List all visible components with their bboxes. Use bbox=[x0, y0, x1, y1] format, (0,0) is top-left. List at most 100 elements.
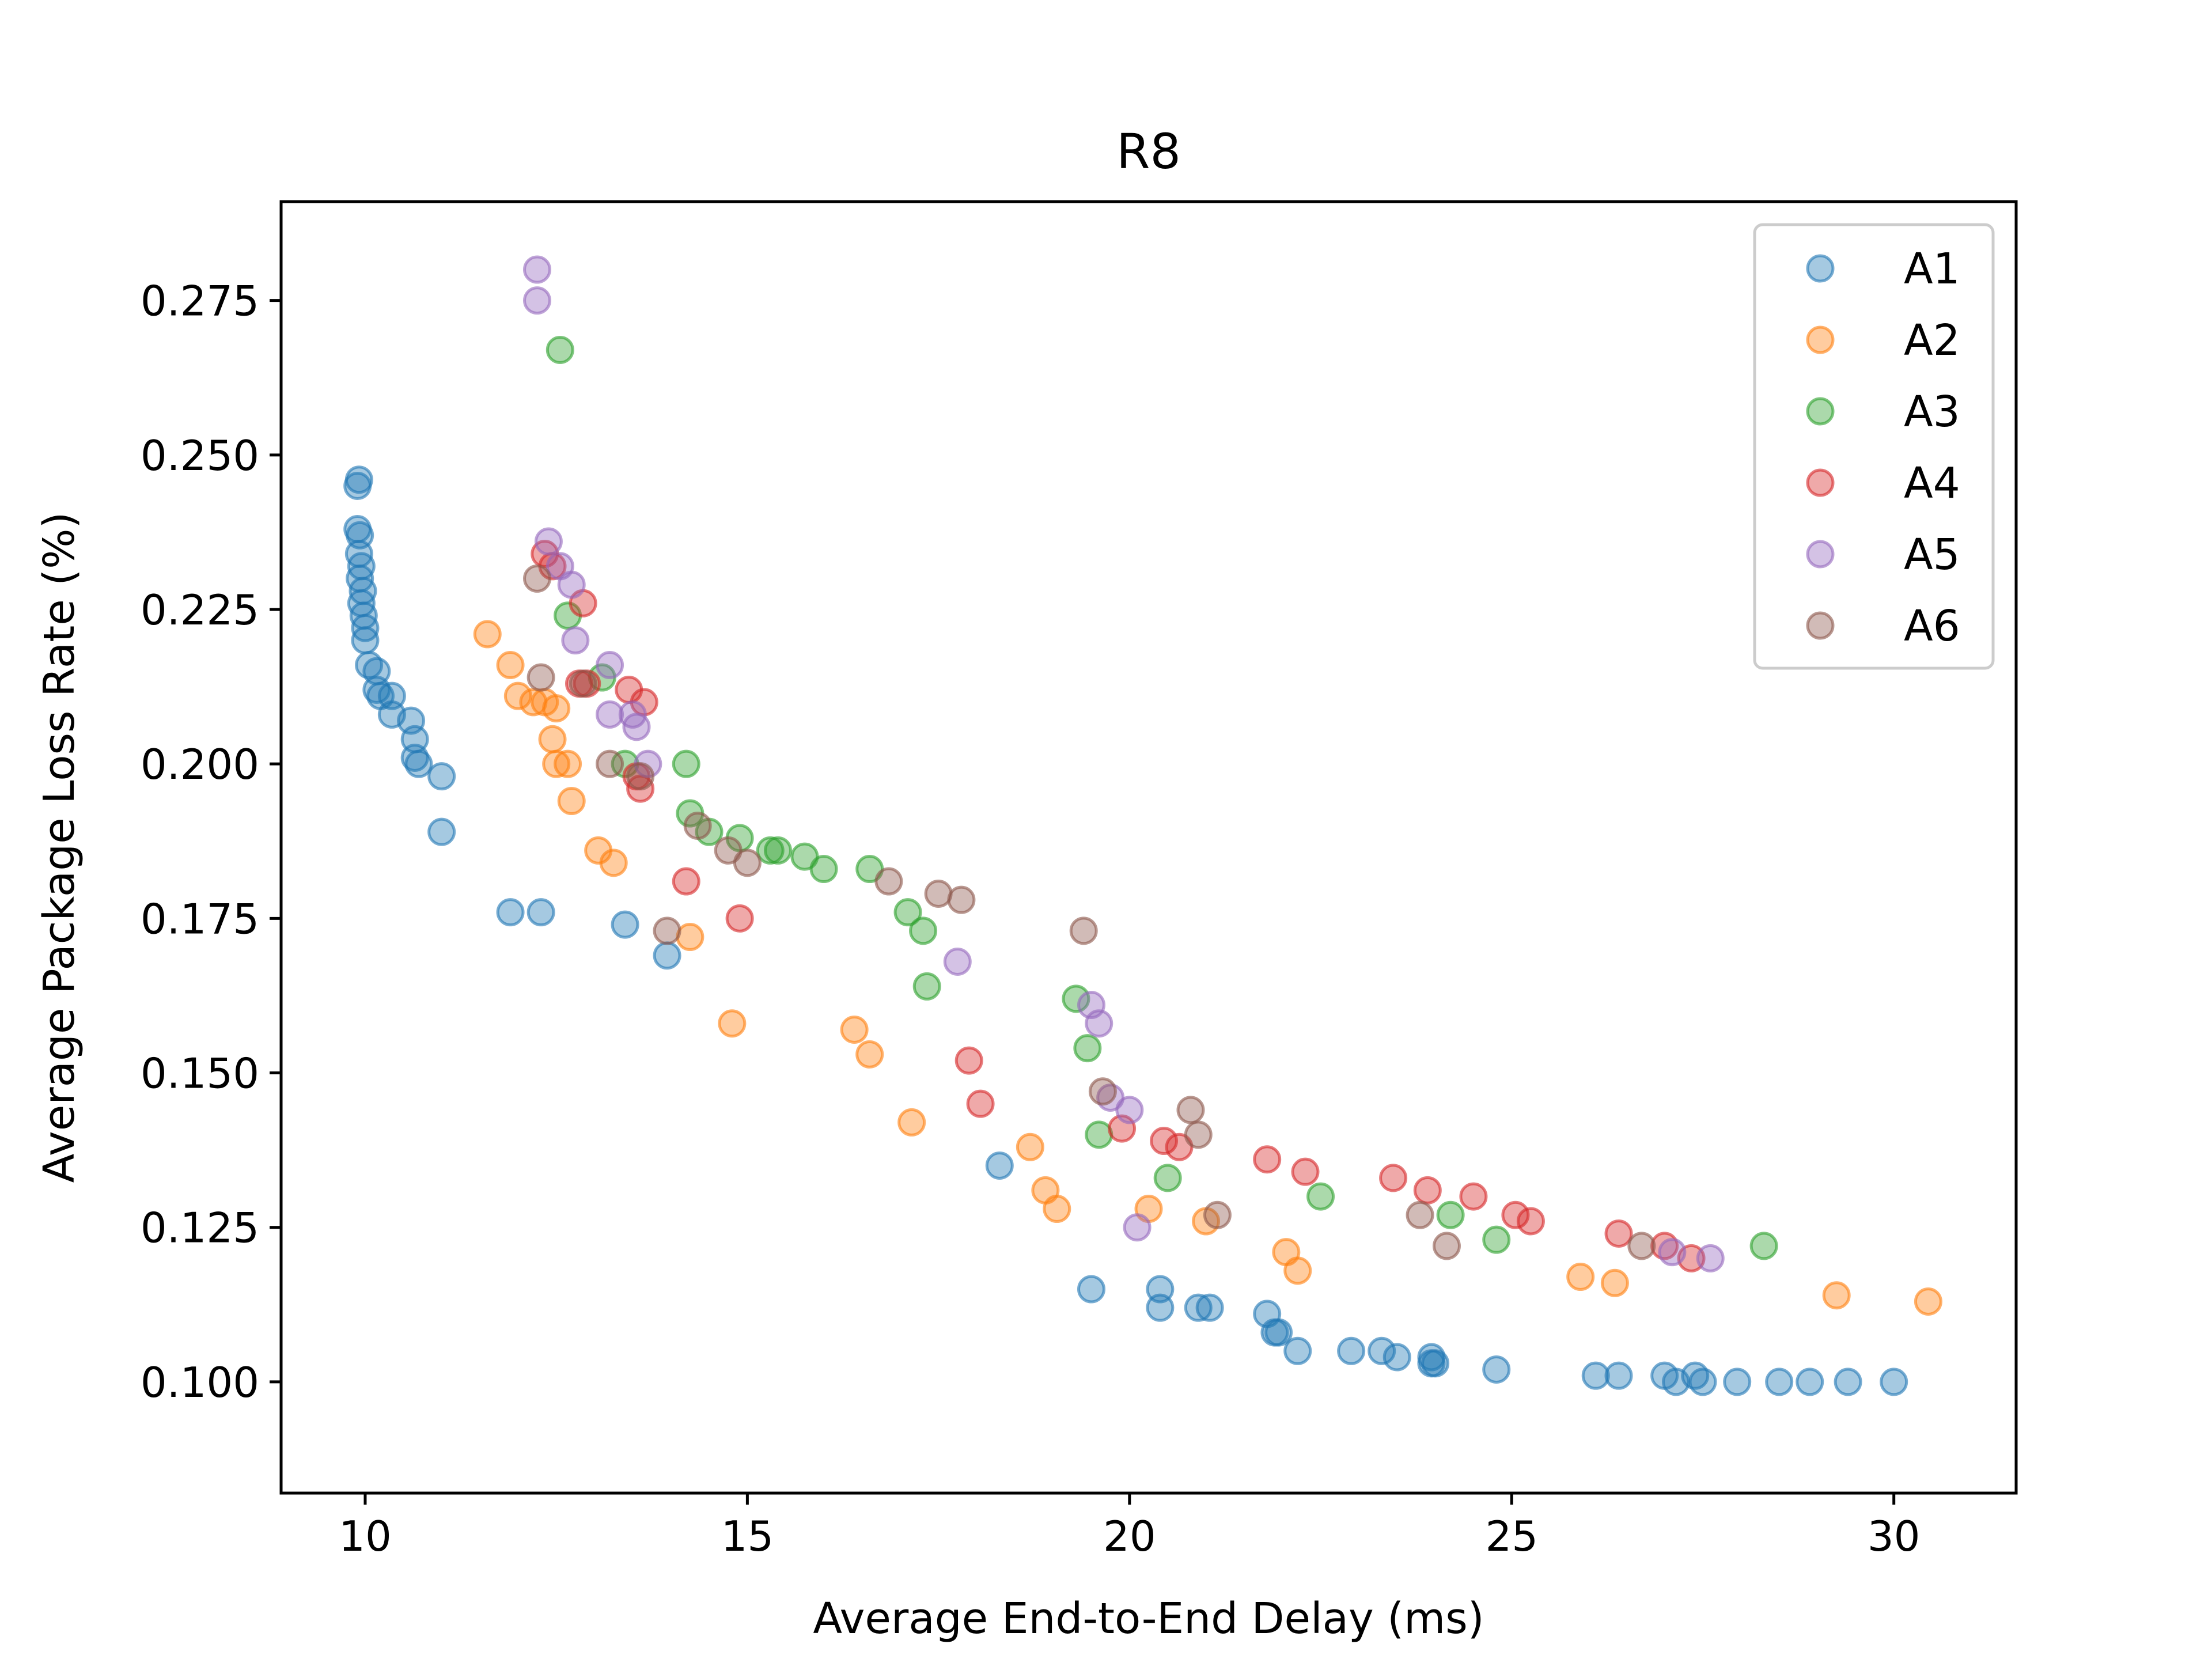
y-axis: 0.100 0.125 0.150 0.175 0.200 0.225 0.250 0.275 bbox=[141, 277, 281, 1407]
data-point-a3 bbox=[672, 749, 700, 778]
data-point-a6 bbox=[924, 879, 953, 908]
data-point-a5 bbox=[1115, 1096, 1144, 1124]
data-point-a4 bbox=[955, 1046, 983, 1075]
legend-marker-a3 bbox=[1806, 397, 1835, 426]
data-point-a1 bbox=[1146, 1293, 1175, 1322]
legend-marker-a5 bbox=[1806, 540, 1835, 569]
data-point-a6 bbox=[1176, 1096, 1205, 1124]
data-point-a4 bbox=[1501, 1200, 1530, 1229]
data-point-a3 bbox=[546, 335, 574, 364]
data-point-a5 bbox=[596, 700, 624, 729]
data-point-a3 bbox=[1153, 1164, 1182, 1192]
data-point-a1 bbox=[1796, 1368, 1824, 1396]
data-point-a6 bbox=[874, 867, 903, 896]
data-point-a6 bbox=[653, 916, 681, 945]
data-point-a2 bbox=[718, 1009, 747, 1038]
data-point-a1 bbox=[1382, 1343, 1411, 1372]
data-point-a3 bbox=[1073, 1034, 1102, 1063]
data-point-a6 bbox=[947, 885, 976, 914]
y-tick-label: 0.200 bbox=[141, 740, 259, 789]
x-tick-label: 15 bbox=[721, 1512, 774, 1560]
legend-label-a2: A2 bbox=[1904, 316, 1960, 365]
data-point-a2 bbox=[1016, 1132, 1044, 1161]
data-point-a2 bbox=[538, 725, 567, 753]
data-point-a5 bbox=[1085, 1009, 1113, 1038]
y-tick-label: 0.225 bbox=[141, 586, 259, 634]
data-point-a4 bbox=[1413, 1176, 1442, 1205]
data-point-a2 bbox=[1822, 1281, 1851, 1310]
data-point-a2 bbox=[599, 849, 628, 877]
data-point-a1 bbox=[1283, 1336, 1312, 1365]
x-tick-label: 30 bbox=[1868, 1512, 1921, 1560]
data-point-a4 bbox=[1516, 1207, 1545, 1236]
data-point-a1 bbox=[1688, 1368, 1717, 1396]
y-tick-label: 0.175 bbox=[141, 895, 259, 943]
data-point-a4 bbox=[672, 867, 700, 896]
data-point-a2 bbox=[496, 651, 525, 680]
data-point-a3 bbox=[763, 836, 792, 865]
data-point-a3 bbox=[1306, 1182, 1335, 1211]
chart-title: R8 bbox=[1116, 123, 1181, 180]
legend-label-a3: A3 bbox=[1904, 387, 1960, 437]
data-point-a2 bbox=[554, 749, 582, 778]
data-point-a1 bbox=[1765, 1368, 1794, 1396]
data-point-a3 bbox=[893, 898, 922, 927]
data-point-a3 bbox=[909, 916, 938, 945]
data-point-a1 bbox=[653, 941, 681, 970]
data-point-a6 bbox=[1627, 1232, 1656, 1260]
data-point-a5 bbox=[1658, 1238, 1687, 1267]
data-point-a5 bbox=[1123, 1213, 1152, 1242]
data-point-a1 bbox=[1195, 1293, 1224, 1322]
data-point-a1 bbox=[611, 910, 639, 939]
legend-marker-a6 bbox=[1806, 611, 1835, 640]
data-point-a3 bbox=[1062, 984, 1090, 1013]
data-point-a6 bbox=[683, 811, 712, 840]
data-point-a2 bbox=[473, 620, 502, 649]
data-point-a3 bbox=[1482, 1225, 1511, 1254]
data-point-a2 bbox=[897, 1108, 926, 1137]
data-point-a4 bbox=[1379, 1164, 1408, 1192]
data-point-a1 bbox=[404, 749, 433, 778]
data-point-a4 bbox=[1459, 1182, 1488, 1211]
legend-label-a1: A1 bbox=[1904, 244, 1960, 294]
legend-marker-a4 bbox=[1806, 468, 1835, 497]
data-point-a2 bbox=[557, 787, 586, 816]
data-point-a1 bbox=[1723, 1368, 1752, 1396]
data-point-a6 bbox=[596, 749, 624, 778]
data-point-a2 bbox=[840, 1015, 869, 1044]
data-point-a1 bbox=[1834, 1368, 1862, 1396]
legend: A1 A2 A3 A4 A5 A6 bbox=[1753, 223, 1995, 670]
data-point-a5 bbox=[596, 651, 624, 680]
y-tick-label: 0.275 bbox=[141, 277, 259, 325]
data-point-a1 bbox=[1368, 1336, 1396, 1365]
y-tick-label: 0.250 bbox=[141, 431, 259, 480]
data-point-a5 bbox=[557, 570, 586, 599]
data-point-a6 bbox=[569, 669, 597, 698]
data-point-a4 bbox=[1604, 1219, 1633, 1248]
data-point-a6 bbox=[1069, 916, 1098, 945]
data-point-a5 bbox=[523, 286, 552, 315]
legend-marker-a1 bbox=[1806, 254, 1835, 283]
data-point-a5 bbox=[534, 527, 563, 556]
legend-label-a6: A6 bbox=[1904, 601, 1960, 651]
data-point-a1 bbox=[1077, 1275, 1105, 1304]
data-point-a2 bbox=[1283, 1256, 1312, 1285]
legend-marker-a2 bbox=[1806, 325, 1835, 354]
data-point-a4 bbox=[1291, 1157, 1320, 1186]
x-tick-label: 20 bbox=[1103, 1512, 1156, 1560]
x-tick-label: 10 bbox=[339, 1512, 392, 1560]
data-point-a1 bbox=[427, 762, 456, 791]
y-tick-label: 0.150 bbox=[141, 1050, 259, 1098]
data-point-a6 bbox=[626, 762, 655, 791]
data-point-a2 bbox=[855, 1040, 884, 1069]
legend-label-a4: A4 bbox=[1904, 459, 1960, 508]
data-point-a1 bbox=[1880, 1368, 1908, 1396]
data-points-layer bbox=[343, 255, 1942, 1396]
data-point-a1 bbox=[1604, 1361, 1633, 1390]
plot-frame bbox=[279, 200, 2018, 1495]
x-axis: 10 15 20 25 30 bbox=[339, 1493, 1921, 1560]
x-axis-label: Average End-to-End Delay (ms) bbox=[813, 1594, 1484, 1643]
data-point-a4 bbox=[725, 904, 754, 933]
data-point-a5 bbox=[622, 713, 651, 741]
